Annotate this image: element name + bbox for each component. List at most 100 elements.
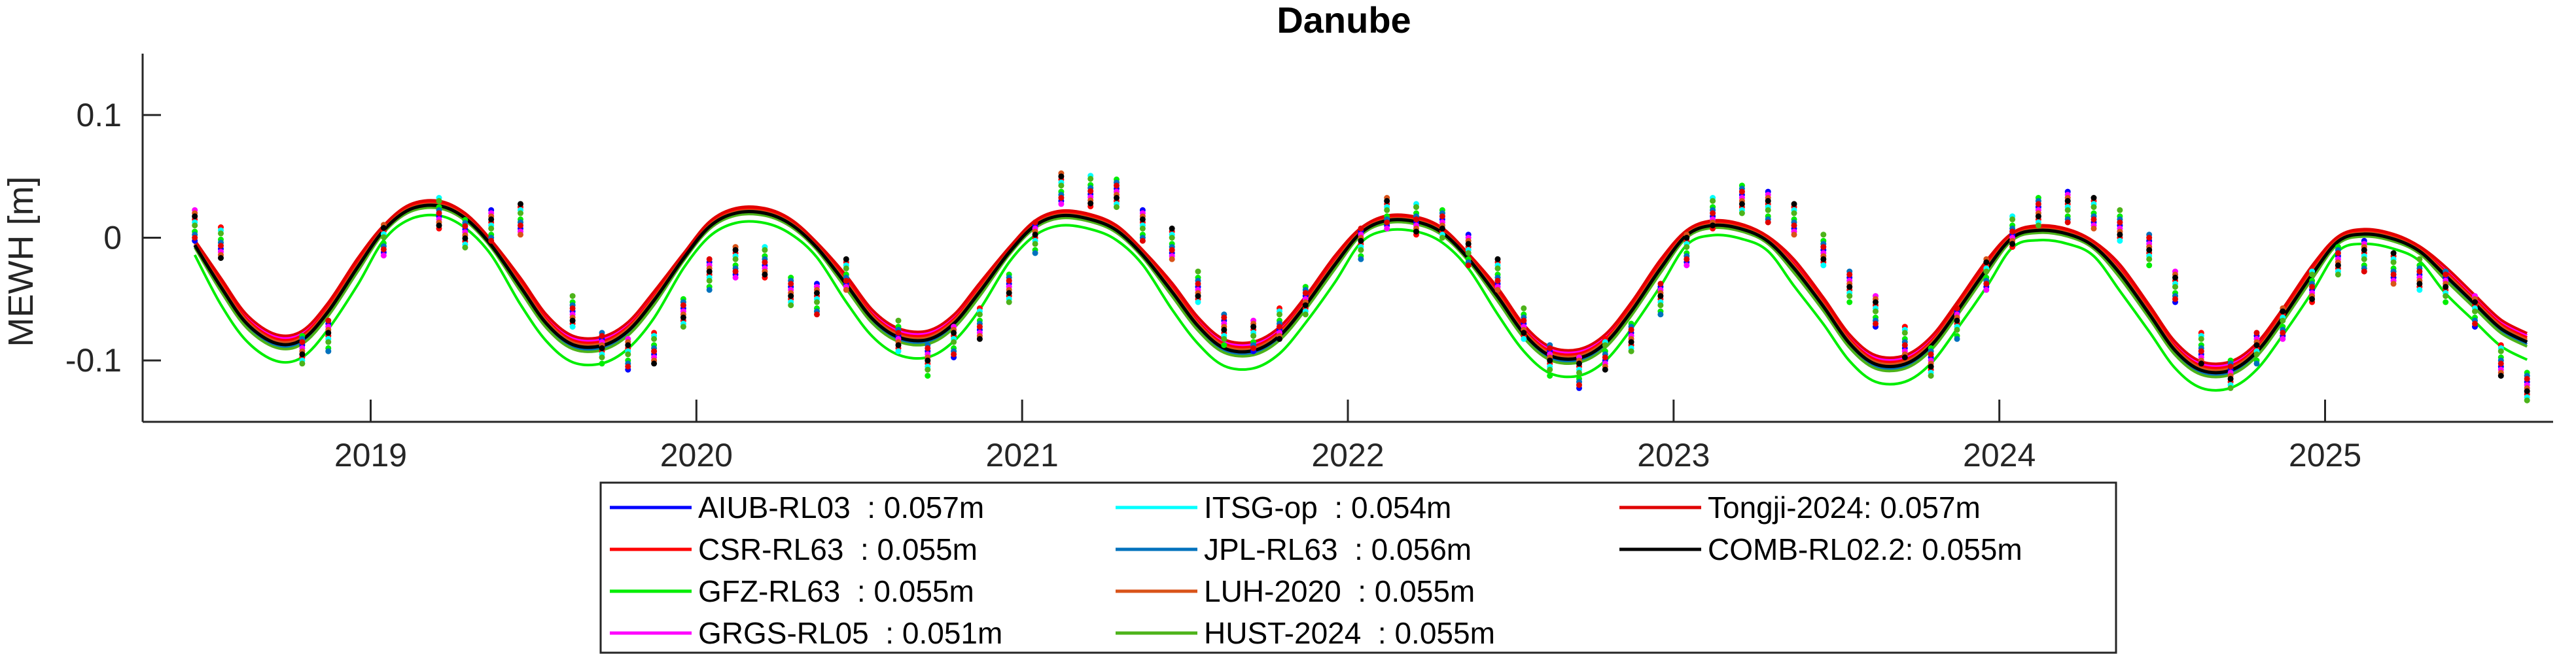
data-point [814,311,820,318]
data-point [2064,219,2071,226]
data-point [1928,364,1934,370]
data-point [2309,271,2316,278]
data-point [1791,232,1797,238]
data-point [1928,351,1934,358]
data-point [2227,385,2234,391]
data-point [1791,201,1797,207]
data-point [1710,210,1716,216]
data-point [2091,204,2097,211]
data-point [1765,198,1771,204]
data-point [2146,235,2153,241]
data-point [1628,339,1634,345]
data-point [1195,293,1201,300]
data-point [1277,336,1282,342]
data-point [2035,213,2041,220]
data-point [1413,228,1419,235]
data-point [2227,375,2234,382]
data-point [1954,317,1960,324]
data-point [1820,256,1827,262]
data-point [462,223,468,230]
data-point [2253,342,2260,349]
data-point [1547,357,1553,364]
data-point [1873,308,1879,315]
data-point [1277,311,1282,318]
legend-entry: GFZ-RL63 : 0.055m [698,574,974,608]
data-point [1221,326,1227,333]
data-point [2390,250,2397,256]
data-point [518,222,523,229]
data-point [1413,204,1419,211]
data-point [2361,256,2367,262]
data-point [1576,382,1582,388]
data-point [1358,247,1364,253]
legend-entry: JPL-RL63 : 0.056m [1204,532,1472,566]
data-point [1087,200,1094,207]
y-tick-label: 0 [103,220,122,256]
data-point [569,317,576,324]
data-point [1547,366,1553,373]
legend-entry: LUH-2020 : 0.055m [1204,574,1475,608]
data-point [2524,397,2530,404]
data-point [2443,293,2449,300]
data-point [651,348,658,354]
data-point [1195,268,1201,275]
data-point [1384,207,1390,213]
data-point [1765,219,1771,226]
data-point [1576,370,1582,376]
data-point [2117,219,2123,226]
data-point [2497,348,2504,354]
data-point [1058,195,1065,201]
data-point [1846,299,1853,305]
data-point [2280,330,2286,336]
data-point [599,345,605,351]
x-tick-label: 2022 [1311,437,1384,473]
data-point [1820,262,1827,269]
data-point [325,317,332,324]
data-point [2117,207,2123,213]
data-point [1846,293,1853,300]
data-point [2091,225,2097,232]
data-point [2117,237,2123,244]
data-point [1358,237,1364,244]
data-point [488,216,495,222]
data-point [1302,290,1309,296]
chart-title: Danube [1277,0,1411,41]
data-point [1901,342,1908,349]
data-point [2253,351,2260,358]
x-tick-label: 2019 [334,437,407,473]
data-point [1384,219,1390,226]
data-point [325,330,332,336]
data-point [325,339,332,345]
data-point [1139,216,1146,222]
data-point [1983,268,1990,275]
data-point [706,268,713,275]
data-point [2390,271,2397,278]
data-point [2198,348,2204,354]
data-point [218,255,224,261]
legend-entry: ITSG-op : 0.054m [1204,490,1451,525]
data-point [895,348,902,354]
data-point [192,222,198,229]
data-point [788,281,794,287]
data-point [1032,219,1038,226]
legend-entry: HUST-2024 : 0.055m [1204,616,1495,650]
data-point [1521,336,1527,342]
data-point [1983,286,1990,293]
data-point [680,324,686,330]
data-point [2524,375,2530,382]
data-point [1006,290,1012,296]
data-point [2472,299,2478,305]
data-point [1954,336,1960,342]
data-point [2064,207,2071,213]
y-tick-label: 0.1 [76,97,122,133]
x-tick-label: 2024 [1963,437,2036,473]
data-point [925,366,931,373]
data-point [1032,232,1038,238]
data-point [625,351,631,358]
data-point [925,373,931,379]
data-point [2335,250,2341,256]
data-point [436,198,442,204]
data-point [2035,222,2041,229]
data-point [1521,305,1527,311]
legend-entry: AIUB-RL03 : 0.057m [698,490,984,525]
